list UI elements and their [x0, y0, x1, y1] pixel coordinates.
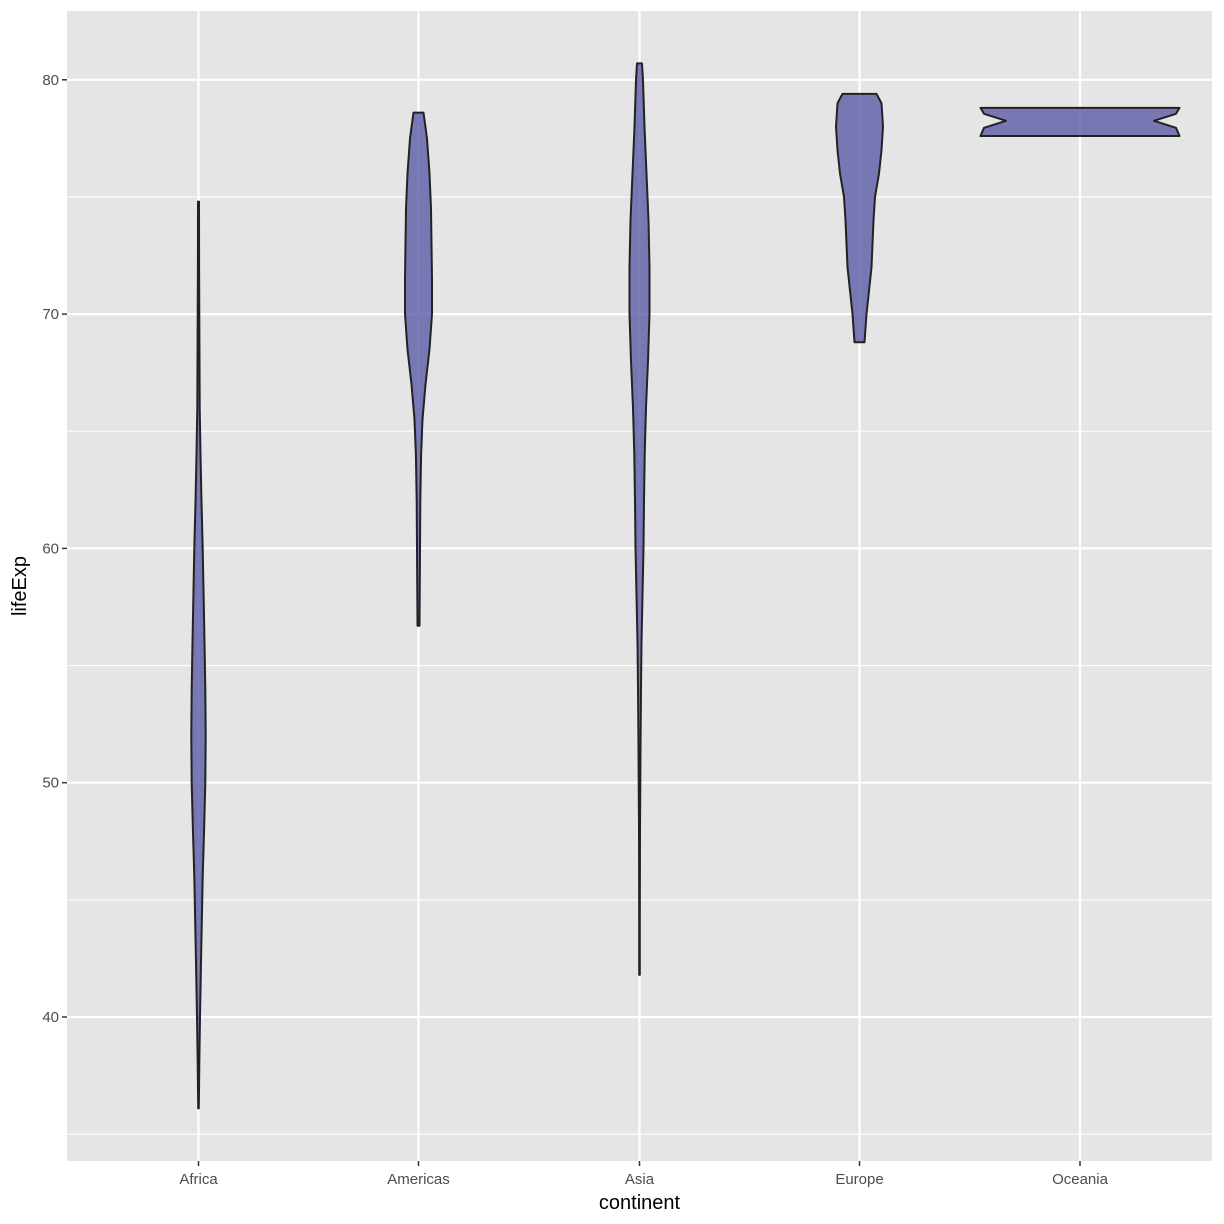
violin-europe	[835, 92, 884, 344]
y-axis-title: lifeExp	[9, 556, 31, 616]
y-axis: 40 50 60 70 80	[42, 72, 67, 1026]
violin-oceania	[979, 106, 1181, 138]
violins	[190, 62, 1181, 1110]
y-tick-label: 80	[42, 72, 59, 89]
x-axis: Africa Americas Asia Europe Oceania	[179, 1161, 1109, 1188]
x-tick-label: Americas	[387, 1171, 450, 1188]
y-tick-label: 60	[42, 540, 59, 557]
x-tick-label: Africa	[179, 1171, 218, 1188]
x-tick-label: Europe	[835, 1171, 883, 1188]
y-tick-label: 70	[42, 306, 59, 323]
violin-asia	[628, 62, 651, 976]
violin-americas	[404, 111, 433, 627]
x-tick-label: Oceania	[1052, 1171, 1109, 1188]
x-tick-label: Asia	[625, 1171, 655, 1188]
x-axis-title: continent	[599, 1192, 681, 1214]
y-tick-label: 40	[42, 1009, 59, 1026]
y-tick-label: 50	[42, 775, 59, 792]
violin-africa	[190, 200, 207, 1110]
